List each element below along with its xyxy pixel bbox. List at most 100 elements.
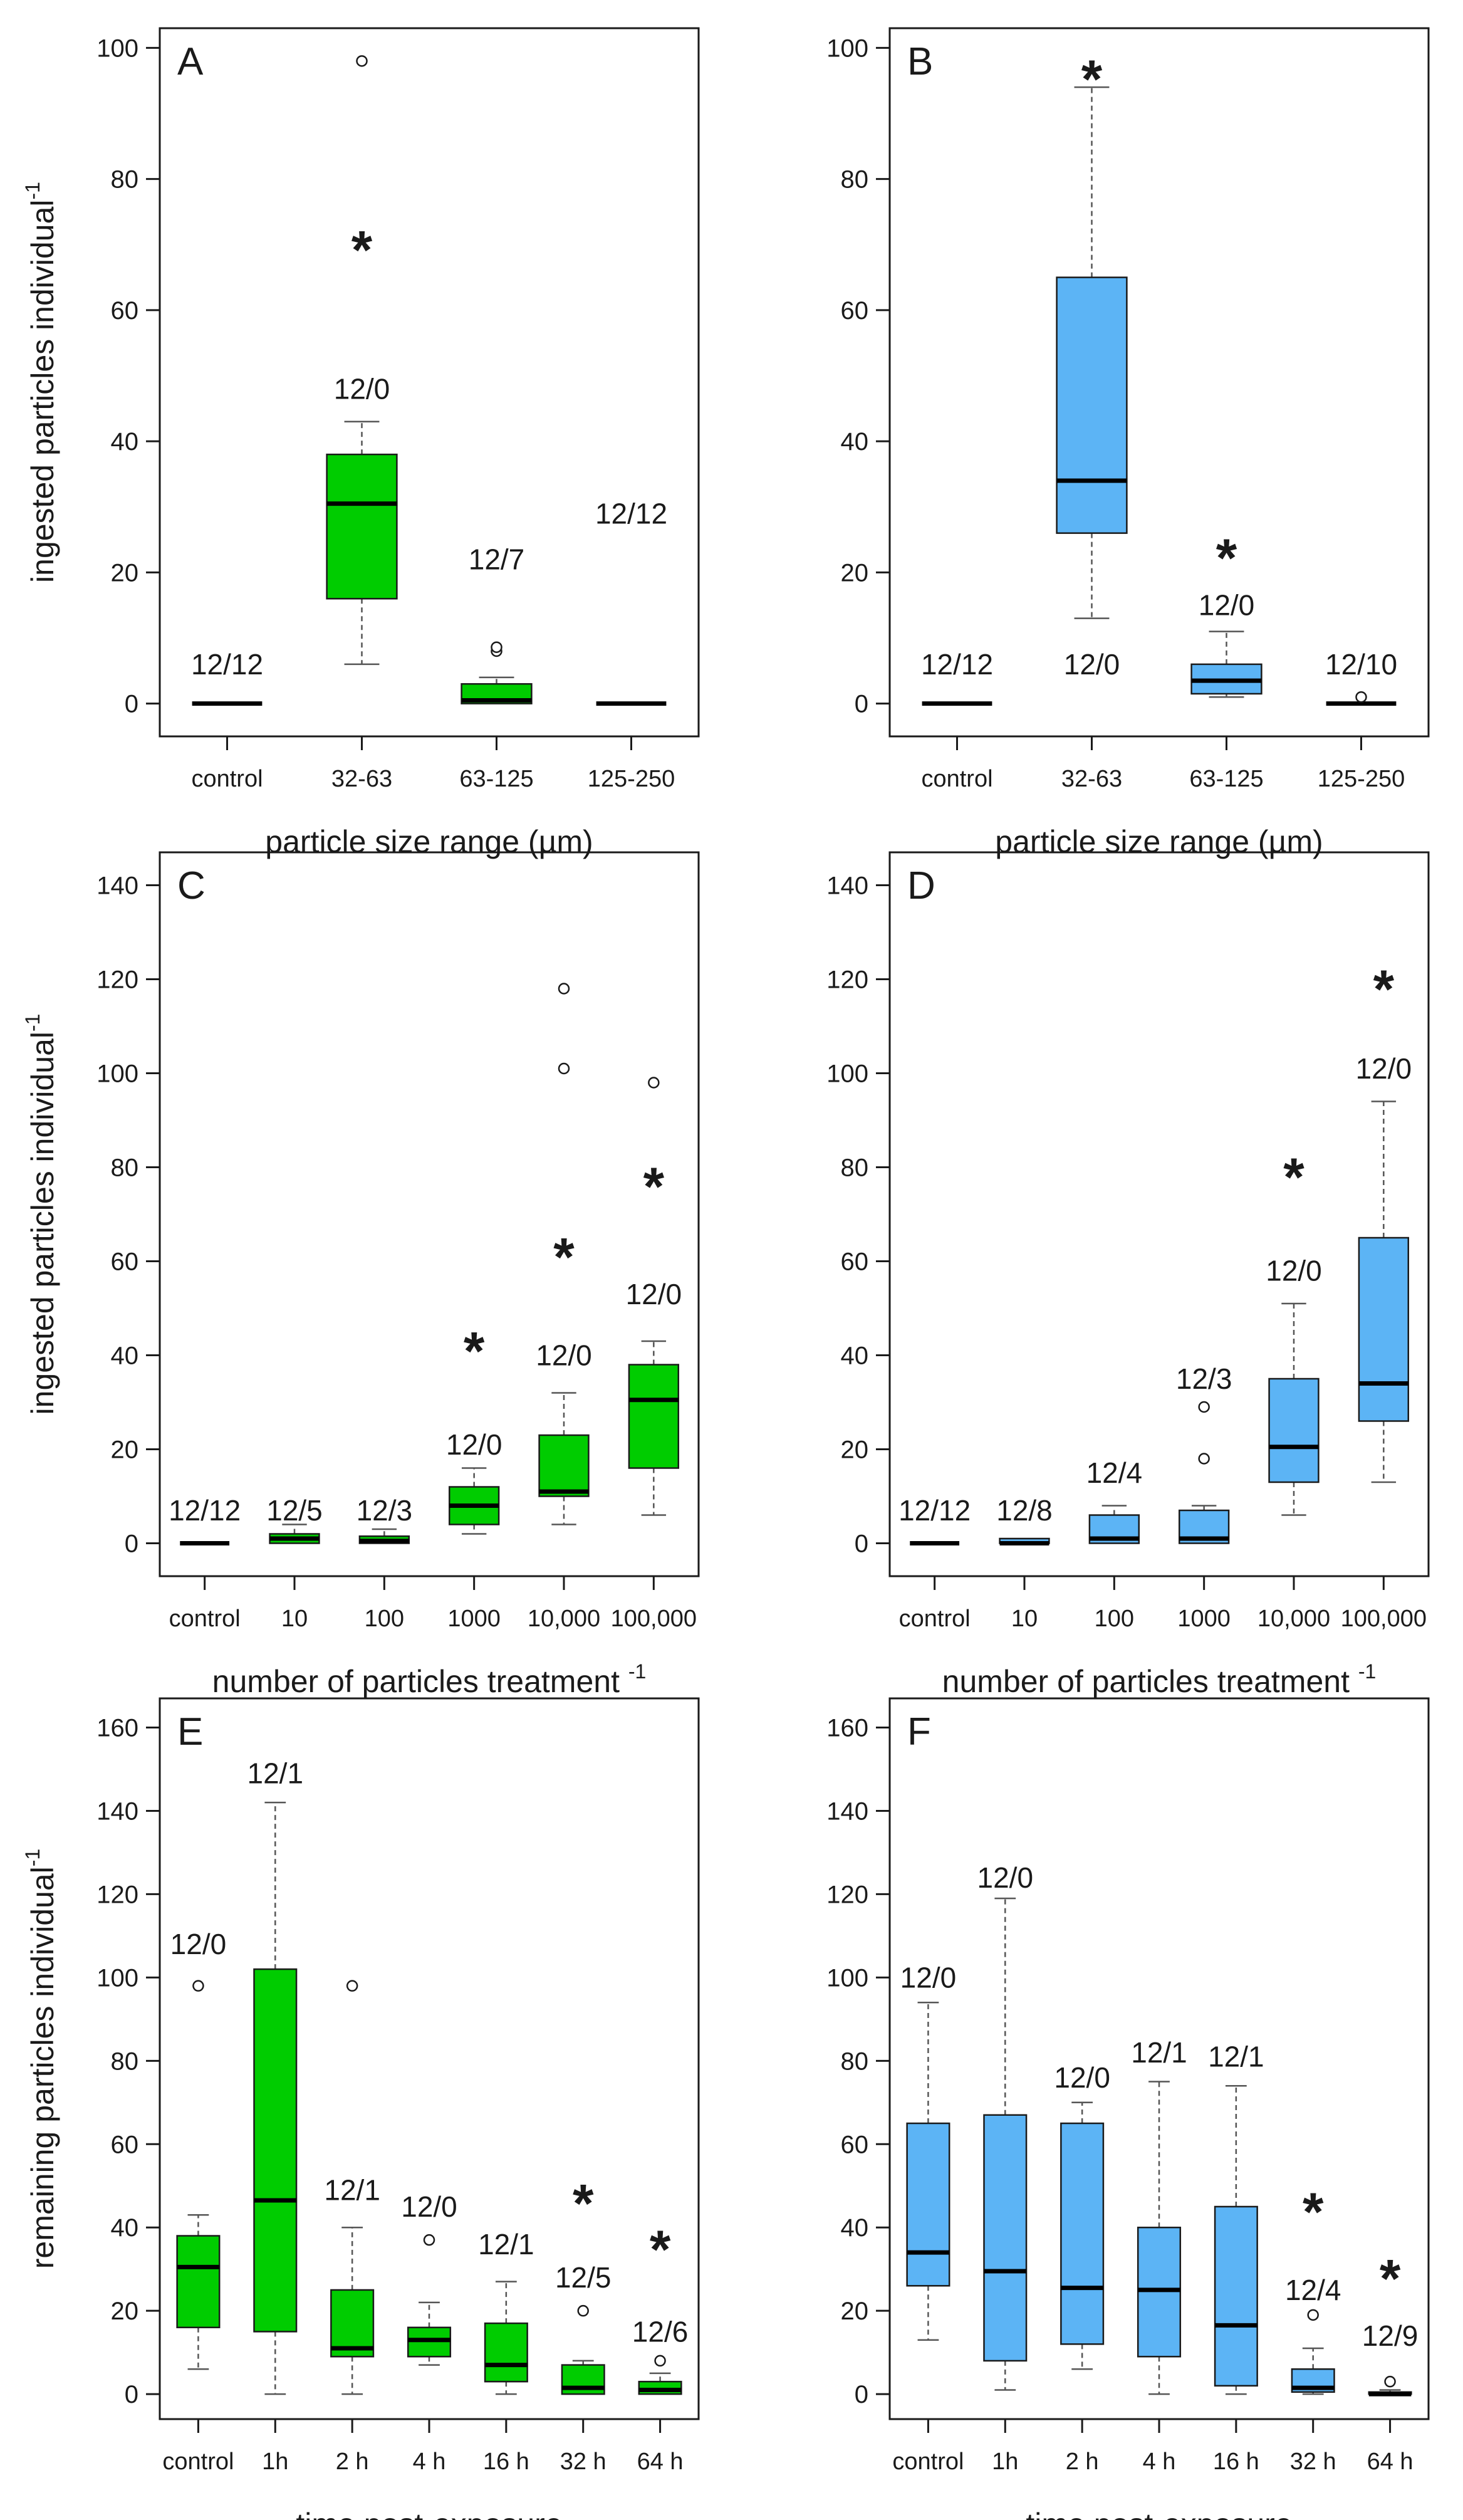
box-1h: 12/0 (977, 1861, 1033, 2391)
count-label: 12/5 (555, 2261, 612, 2294)
y-tick-label: 0 (855, 691, 868, 718)
y-tick-label: 20 (841, 559, 869, 587)
box-63-125: 12/0* (1190, 528, 1263, 698)
y-tick-label: 120 (826, 1881, 868, 1908)
y-axis-title: ingested particles individual-1 (21, 1014, 60, 1415)
y-tick-label: 100 (826, 1964, 868, 1992)
box-10: 12/5 (266, 1494, 323, 1544)
x-tick-label: control (921, 766, 992, 792)
outlier-point (491, 641, 502, 653)
count-label: 12/0 (446, 1428, 502, 1461)
significance-star: * (1081, 50, 1103, 110)
count-label: 12/12 (169, 1494, 241, 1527)
box-body (176, 2235, 221, 2329)
x-tick-label: 32-63 (1061, 766, 1122, 792)
significance-star: * (1373, 959, 1395, 1020)
box-body (330, 2289, 375, 2358)
x-tick-label: 10,000 (1257, 1606, 1330, 1632)
count-label: 12/0 (1356, 1052, 1412, 1085)
y-tick-label: 0 (125, 1530, 138, 1558)
y-tick-label: 40 (841, 2214, 869, 2242)
significance-star: * (650, 2220, 671, 2280)
x-tick-label: 100,000 (611, 1606, 697, 1632)
count-label: 12/0 (536, 1339, 592, 1372)
significance-star: * (464, 1322, 485, 1382)
y-tick-label: 20 (111, 559, 139, 587)
box-1000: 12/0 * (446, 1322, 502, 1535)
x-tick-label: 63-125 (1189, 766, 1263, 792)
outlier-point (558, 1062, 570, 1075)
outlier-point (1198, 1401, 1210, 1413)
plot-frame (159, 27, 700, 738)
panel-letter: C (177, 864, 206, 907)
y-tick-label: 40 (111, 1342, 139, 1370)
outlier-point (1355, 691, 1367, 703)
outlier-point (577, 2304, 589, 2317)
count-label: 12/12 (595, 497, 667, 530)
x-tick-label: 125-250 (1318, 766, 1405, 792)
box-control: 12/12 (921, 648, 993, 706)
box-body (906, 2122, 950, 2287)
outlier-point (1198, 1453, 1210, 1465)
x-tick-label: 1000 (447, 1606, 501, 1632)
panel-letter: B (907, 40, 933, 83)
outlier-point (346, 1980, 358, 1992)
box-125-250: 12/12 (595, 497, 667, 706)
box-100,000: 12/0 * (1356, 959, 1412, 1483)
box-64 h: 12/6 * (632, 2220, 688, 2395)
y-tick-label: 40 (841, 428, 869, 456)
y-tick-label: 20 (841, 1436, 869, 1464)
x-tick-label: 16 h (1213, 2449, 1259, 2475)
y-tick-label: 60 (841, 2131, 869, 2158)
x-tick-label: control (169, 1606, 241, 1632)
box-10,000: 12/0 * (1266, 1148, 1322, 1516)
panel-e: 0 20 40 60 80 100 120 140 160 control 1h 2 h 4 h 16 h… (21, 1697, 700, 2520)
count-label: 12/0 (170, 1928, 227, 1960)
y-axis-title-superscript: -1 (21, 1014, 44, 1032)
y-tick-label: 80 (841, 2047, 869, 2075)
x-tick-label: 10,000 (528, 1606, 600, 1632)
panel-letter: A (177, 40, 204, 83)
y-axis-title: remaining particles individual-1 (21, 1849, 60, 2269)
x-tick-label: control (191, 766, 263, 792)
box-body (538, 1434, 590, 1497)
box-16 h: 12/1 (478, 2228, 534, 2395)
box-100: 12/3 (357, 1494, 413, 1544)
count-label: 12/0 (1054, 2061, 1110, 2094)
box-32-63: 12/0 * (1056, 50, 1128, 681)
count-label: 12/12 (191, 648, 263, 681)
outlier-point (423, 2234, 435, 2246)
y-tick-label: 60 (111, 297, 139, 325)
outlier-point (558, 983, 570, 995)
y-tick-label: 100 (96, 34, 138, 62)
x-tick-label: 63-125 (459, 766, 533, 792)
y-tick-label: 140 (96, 1797, 138, 1825)
plot-frame (159, 851, 700, 1577)
box-125-250: 12/10 (1325, 648, 1397, 706)
y-tick-label: 40 (841, 1342, 869, 1370)
significance-star: * (1216, 528, 1237, 588)
y-tick-label: 20 (841, 2298, 869, 2325)
x-tick-label: 100 (365, 1606, 404, 1632)
box-body (484, 2322, 528, 2383)
box-body (1060, 2122, 1105, 2345)
count-label: 12/3 (1176, 1362, 1232, 1395)
y-tick-label: 100 (96, 1964, 138, 1992)
y-tick-label: 140 (826, 1797, 868, 1825)
y-tick-label: 60 (111, 1248, 139, 1276)
box-body (1214, 2205, 1258, 2387)
x-tick-label: 125-250 (588, 766, 675, 792)
count-label: 12/3 (357, 1494, 413, 1527)
count-label: 12/1 (247, 1757, 304, 1790)
box-100,000: 12/0 * (626, 1077, 682, 1516)
y-axis-title-superscript: -1 (21, 1849, 44, 1866)
x-tick-label: 64 h (637, 2449, 684, 2475)
box-2 h: 12/0 (1054, 2061, 1110, 2370)
y-tick-label: 0 (855, 1530, 868, 1558)
plot-frame (888, 851, 1430, 1577)
x-tick-label: 32 h (1290, 2449, 1336, 2475)
y-tick-label: 60 (841, 297, 869, 325)
